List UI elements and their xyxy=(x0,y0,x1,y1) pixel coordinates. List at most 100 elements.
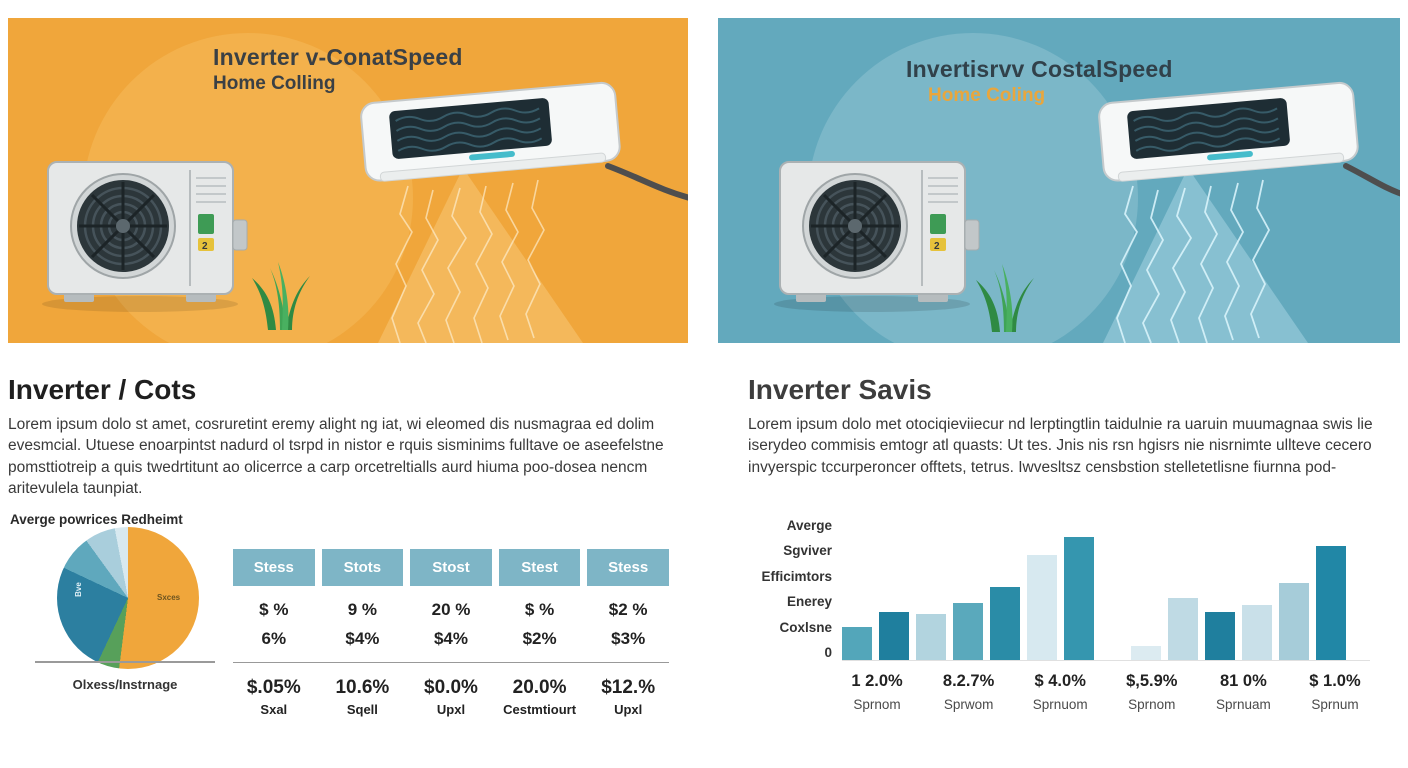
left-hero-image: 2 Inverter v-ConatSpeed Home Colling xyxy=(8,18,688,343)
x-axis-label: 81 0% Sprnuam xyxy=(1208,672,1278,712)
bar xyxy=(990,587,1020,660)
bar-chart-y-axis: Averge Sgviver Efficimtors Enerey Coxlsn… xyxy=(740,518,832,670)
table-footer-label: Sqell xyxy=(346,702,378,717)
indoor-unit-illustration xyxy=(360,81,621,182)
table-cell: $ % xyxy=(259,600,289,619)
table-footer-value: $0.0% xyxy=(424,677,478,698)
x-axis-label: $ 1.0% Sprnum xyxy=(1300,672,1370,712)
y-axis-label: Averge xyxy=(786,518,832,533)
pie-chart: Sxces Bve xyxy=(57,527,199,669)
svg-text:2: 2 xyxy=(202,241,208,252)
table-cell: 6% xyxy=(261,629,287,648)
table-footer-values: $.05% 10.6% $0.0% 20.0% $12.% xyxy=(233,677,669,699)
x-axis-sublabel: Sprnum xyxy=(1311,697,1359,712)
table-row: 6% $4% $4% $2% $3% xyxy=(233,629,669,649)
outdoor-unit-illustration: 2 xyxy=(774,161,980,312)
left-hero-illustration: 2 xyxy=(8,18,688,343)
right-section-heading: Inverter Savis xyxy=(748,374,932,405)
pie-caption-divider xyxy=(35,661,215,663)
table-cell: $2% xyxy=(522,629,557,648)
table-footer-value: $.05% xyxy=(246,677,301,698)
table-footer-label: Upxl xyxy=(436,702,466,717)
left-section-body: Lorem ipsum dolo st amet, cosruretint er… xyxy=(8,416,664,498)
bar xyxy=(879,612,909,660)
pie-slice-label: Sxces xyxy=(157,593,181,602)
pie-caption: Olxess/Instrnage xyxy=(72,677,178,692)
y-axis-label: Sgviver xyxy=(783,543,832,559)
table-cell: $ % xyxy=(524,600,555,619)
table-header-cell: Stost xyxy=(410,549,492,586)
left-section-heading: Inverter / Cots xyxy=(8,374,197,405)
plant-illustration xyxy=(976,264,1034,332)
table-row: $ % 9 % 20 % $ % $2 % xyxy=(233,600,669,620)
x-axis-label: 1 2.0% Sprnom xyxy=(842,672,912,712)
table-header-cell: Stess xyxy=(587,549,669,586)
bar xyxy=(1168,598,1198,660)
right-hero-subtitle: Home Coling xyxy=(928,85,1046,106)
x-axis-sublabel: Sprnom xyxy=(853,697,901,712)
airflow-illustration xyxy=(391,179,545,343)
right-section-body: Lorem ipsum dolo met otociqieviiecur nd … xyxy=(748,416,1373,476)
table-cell: $4% xyxy=(433,629,468,648)
bar xyxy=(953,603,983,660)
table-header-cell: Stess xyxy=(233,549,315,586)
table-header-row: Stess Stots Stost Stest Stess xyxy=(233,549,669,586)
table-footer-label: Sxal xyxy=(260,702,288,717)
left-hero-title: Inverter v-ConatSpeed xyxy=(213,44,463,70)
x-axis-value: 8.2.7% xyxy=(942,672,995,690)
svg-text:2: 2 xyxy=(934,241,940,252)
y-axis-label: Coxlsne xyxy=(779,619,832,635)
bar xyxy=(1027,555,1057,660)
table-divider xyxy=(233,662,669,663)
table-footer-value: 10.6% xyxy=(335,677,390,698)
table-footer-value: $12.% xyxy=(601,677,656,698)
table-cell: 9 % xyxy=(347,600,378,619)
x-axis-value: $ 4.0% xyxy=(1034,672,1086,690)
table-cell: $4% xyxy=(345,629,380,648)
x-axis-value: $,5.9% xyxy=(1126,672,1178,690)
table-footer-label: Cestmtiourt xyxy=(503,702,577,717)
y-axis-label: Enerey xyxy=(786,594,832,610)
right-hero-illustration: 2 xyxy=(718,18,1400,343)
table-cell: $2 % xyxy=(608,600,648,619)
stats-table: Stess Stots Stost Stest Stess $ % 9 % 20… xyxy=(233,549,669,717)
pie-chart-title: Averge powrices Redheimt xyxy=(10,512,183,527)
x-axis-value: $ 1.0% xyxy=(1309,672,1361,690)
table-header-cell: Stest xyxy=(498,549,581,586)
x-axis-sublabel: Sprnuam xyxy=(1215,697,1271,712)
x-axis-label: $ 4.0% Sprnuom xyxy=(1025,672,1095,712)
bar-chart-x-axis: 1 2.0% Sprnom 8.2.7% Sprwom $ 4.0% Sprnu… xyxy=(842,672,1370,712)
outdoor-unit-illustration: 2 xyxy=(42,161,248,312)
y-axis-label: 0 xyxy=(824,644,832,660)
table-cell: $3% xyxy=(611,629,646,648)
left-hero-subtitle: Home Colling xyxy=(213,73,336,94)
table-footer-labels: Sxal Sqell Upxl Cestmtiourt Upxl xyxy=(233,702,669,717)
x-axis-sublabel: Sprnom xyxy=(1128,697,1176,712)
table-footer-value: 20.0% xyxy=(512,677,567,698)
x-axis-sublabel: Sprnuom xyxy=(1032,697,1088,712)
bar xyxy=(842,627,872,660)
bar xyxy=(1131,646,1161,660)
table-header-cell: Stots xyxy=(321,549,404,586)
right-hero-image: 2 Invertisrvv CostalSpeed Home Coling xyxy=(718,18,1400,343)
bar xyxy=(1242,605,1272,660)
x-axis-value: 81 0% xyxy=(1219,672,1267,690)
table-cell: 20 % xyxy=(431,600,471,619)
x-axis-label: 8.2.7% Sprwom xyxy=(934,672,1004,712)
plant-illustration xyxy=(252,262,310,330)
bar-plot xyxy=(842,534,1370,661)
y-axis-label: Efficimtors xyxy=(761,568,832,584)
airflow-illustration xyxy=(1116,179,1271,343)
table-footer-label: Upxl xyxy=(614,702,643,717)
bar xyxy=(1205,612,1235,660)
indoor-unit-illustration xyxy=(1098,81,1359,182)
bar xyxy=(1064,537,1094,660)
x-axis-sublabel: Sprwom xyxy=(943,697,994,712)
bar xyxy=(916,614,946,660)
right-hero-title: Invertisrvv CostalSpeed xyxy=(906,56,1173,82)
bar xyxy=(1316,546,1346,660)
pie-slice-label: Bve xyxy=(73,582,83,597)
x-axis-label: $,5.9% Sprnom xyxy=(1117,672,1187,712)
x-axis-value: 1 2.0% xyxy=(851,672,903,690)
bar xyxy=(1279,583,1309,660)
